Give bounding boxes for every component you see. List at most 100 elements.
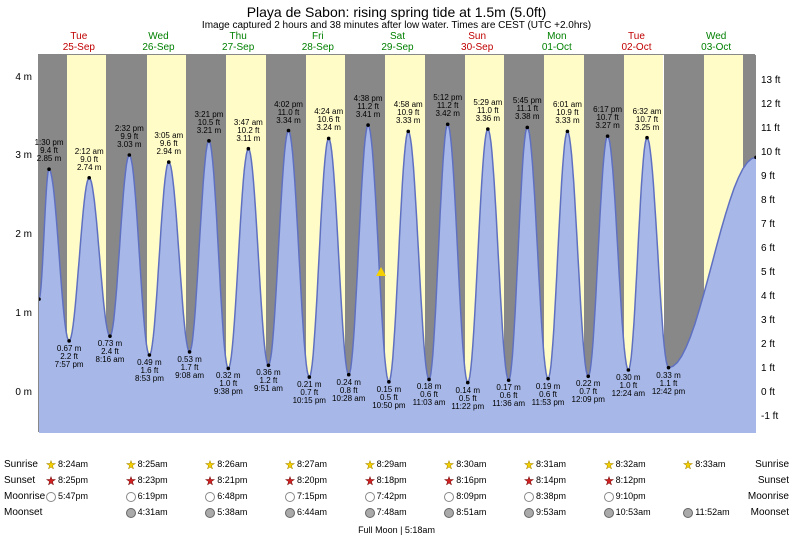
high-tide-label: 5:29 am11.0 ft3.36 m [468,99,508,123]
day-header: Mon01-Oct [517,31,597,53]
astro-cell: 5:38am [205,507,247,518]
chart-subtitle: Image captured 2 hours and 38 minutes af… [0,20,793,31]
high-tide-label: 5:45 pm11.1 ft3.38 m [507,97,547,121]
astro-label: Sunrise [755,459,789,470]
astro-cell: 8:18pm [365,475,407,486]
low-tide-label: 0.33 m1.1 ft12:42 pm [649,372,689,396]
astro-cell: 8:38pm [524,491,566,502]
astro-label: Moonrise [748,491,789,502]
low-tide-label: 0.17 m0.6 ft11:36 am [489,384,529,408]
high-tide-label: 2:32 pm9.9 ft3.03 m [109,125,149,149]
low-tide-label: 0.21 m0.7 ft10:15 pm [289,381,329,405]
high-tide-label: 4:38 pm11.2 ft3.41 m [348,95,388,119]
astro-row: Sunset Sunset 8:25pm 8:23pm 8:21pm 8:20pm 8:18… [0,473,793,489]
day-header: Thu27-Sep [198,31,278,53]
astro-cell: 8:29am [365,459,407,470]
astro-cell: 7:15pm [285,491,327,502]
astro-cell: 8:21pm [205,475,247,486]
low-tide-label: 0.73 m2.4 ft8:16 am [90,340,130,364]
astro-cell: 7:42pm [365,491,407,502]
high-tide-label: 6:17 pm10.7 ft3.27 m [588,106,628,130]
y-tick-left: 2 m [15,229,32,240]
astro-row: SunriseSunrise8:24am8:25am8:26am8:27am8:… [0,457,793,473]
astro-cell: 8:51am [444,507,486,518]
full-moon-label: Full Moon | 5:18am [358,525,435,535]
now-marker [376,267,386,276]
low-tide-label: 0.22 m0.7 ft12:09 pm [568,380,608,404]
high-tide-label: 3:21 pm10.5 ft3.21 m [189,111,229,135]
astro-label: Moonrise [4,491,45,502]
astro-cell: 6:19pm [126,491,168,502]
low-tide-label: 0.19 m0.6 ft11:53 pm [528,383,568,407]
high-tide-label: 5:12 pm11.2 ft3.42 m [428,94,468,118]
y-tick-right: 3 ft [761,315,775,326]
astro-label: Moonset [751,507,789,518]
astro-cell: 6:44am [285,507,327,518]
day-header: Tue02-Oct [597,31,677,53]
low-tide-label: 0.49 m1.6 ft8:53 pm [129,359,169,383]
low-tide-label: 0.18 m0.6 ft11:03 am [409,383,449,407]
astro-cell: 8:25am [126,459,168,470]
low-tide-label: 0.14 m0.5 ft11:22 pm [448,387,488,411]
day-header: Sun30-Sep [437,31,517,53]
high-tide-label: 6:01 am10.9 ft3.33 m [547,101,587,125]
astro-cell: 8:31am [524,459,566,470]
high-tide-label: 4:02 pm11.0 ft3.34 m [269,101,309,125]
astro-cell: 8:26am [205,459,247,470]
astro-cell: 8:16pm [444,475,486,486]
high-tide-label: 1:30 pm9.4 ft2.85 m [29,139,69,163]
astro-cell: 8:12pm [604,475,646,486]
astro-cell: 5:47pm [46,491,88,502]
astro-row: MoonriseMoonrise5:47pm6:19pm6:48pm7:15pm… [0,489,793,505]
astro-cell: 8:24am [46,459,88,470]
astro-cell: 9:53am [524,507,566,518]
y-tick-right: 8 ft [761,195,775,206]
astro-cell: 8:33am [683,459,725,470]
high-tide-label: 3:05 am9.6 ft2.94 m [149,132,189,156]
y-tick-left: 4 m [15,72,32,83]
low-tide-label: 0.30 m1.0 ft12:24 am [608,374,648,398]
astro-cell: 8:09pm [444,491,486,502]
y-tick-right: 9 ft [761,171,775,182]
y-tick-right: 1 ft [761,363,775,374]
low-tide-label: 0.24 m0.8 ft10:28 am [329,379,369,403]
astro-cell: 8:27am [285,459,327,470]
astro-cell: 8:20pm [285,475,327,486]
high-tide-label: 2:12 am9.0 ft2.74 m [69,148,109,172]
high-tide-label: 4:58 am10.9 ft3.33 m [388,101,428,125]
y-tick-right: 13 ft [761,75,780,86]
day-header: Wed03-Oct [676,31,756,53]
low-tide-label: 0.32 m1.0 ft9:38 pm [208,372,248,396]
y-tick-right: 7 ft [761,219,775,230]
astro-cell: 8:32am [604,459,646,470]
y-tick-right: 10 ft [761,147,780,158]
astro-cell: 9:10pm [604,491,646,502]
high-tide-label: 4:24 am10.6 ft3.24 m [309,108,349,132]
astro-row: MoonsetMoonset4:31am5:38am6:44am7:48am8:… [0,505,793,521]
y-axis-left: 0 m1 m2 m3 m4 m [0,54,34,432]
astro-cell: 8:25pm [46,475,88,486]
y-tick-right: 6 ft [761,243,775,254]
astro-cell: 8:30am [444,459,486,470]
low-tide-label: 0.36 m1.2 ft9:51 am [248,369,288,393]
astro-cell: 4:31am [126,507,168,518]
day-header: Sat29-Sep [358,31,438,53]
y-tick-left: 0 m [15,387,32,398]
y-tick-right: 2 ft [761,339,775,350]
y-tick-right: 0 ft [761,387,775,398]
chart-title: Playa de Sabon: rising spring tide at 1.… [0,0,793,20]
high-tide-label: 6:32 am10.7 ft3.25 m [627,108,667,132]
y-tick-left: 1 m [15,308,32,319]
high-tide-label: 3:47 am10.2 ft3.11 m [228,119,268,143]
y-tick-right: 5 ft [761,267,775,278]
day-header: Tue25-Sep [39,31,119,53]
low-tide-label: 0.53 m1.7 ft9:08 am [170,356,210,380]
astro-label: Sunset [4,475,35,486]
astro-cell: 8:14pm [524,475,566,486]
day-header: Wed26-Sep [119,31,199,53]
astro-label: Sunset [758,475,789,486]
astro-cell: 8:23pm [126,475,168,486]
low-tide-label: 0.67 m2.2 ft7:57 pm [49,345,89,369]
y-tick-right: -1 ft [761,411,778,422]
y-tick-right: 11 ft [761,123,780,134]
